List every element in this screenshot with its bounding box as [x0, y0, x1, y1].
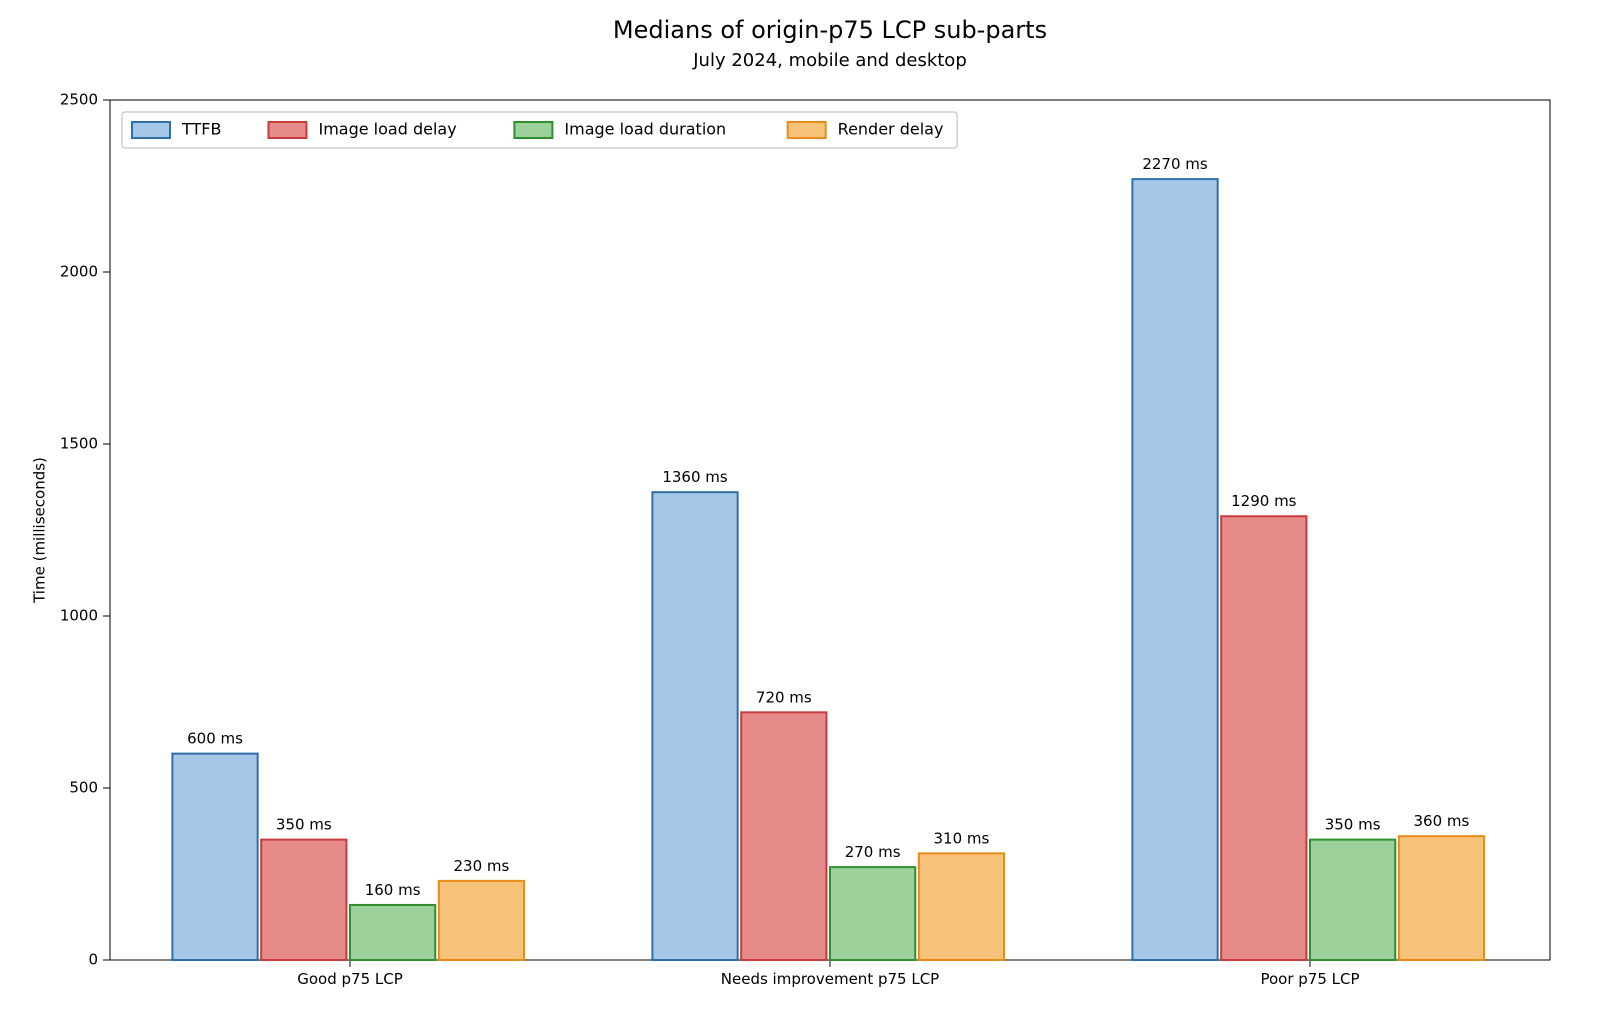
- bar-value-label: 1360 ms: [662, 468, 728, 486]
- bar: [1221, 516, 1306, 960]
- bar: [919, 853, 1004, 960]
- bar: [741, 712, 826, 960]
- bar-value-label: 600 ms: [187, 730, 243, 748]
- bar-value-label: 1290 ms: [1231, 492, 1297, 510]
- chart-title: Medians of origin-p75 LCP sub-parts: [613, 16, 1047, 44]
- bar-value-label: 160 ms: [365, 881, 421, 899]
- legend: TTFB Image load delay Image load duration R…: [122, 112, 957, 148]
- legend-swatch: [132, 122, 170, 138]
- x-tick-label: Poor p75 LCP: [1260, 970, 1359, 988]
- bar-value-label: 270 ms: [845, 843, 901, 861]
- x-tick-label: Needs improvement p75 LCP: [721, 970, 939, 988]
- bar: [261, 840, 346, 960]
- legend-label: Image load duration: [564, 120, 726, 139]
- bar-value-label: 350 ms: [1325, 816, 1381, 834]
- bar-value-label: 350 ms: [276, 816, 332, 834]
- bar-value-label: 2270 ms: [1142, 155, 1208, 173]
- bar: [350, 905, 435, 960]
- y-tick-label: 2000: [60, 263, 98, 281]
- legend-swatch: [268, 122, 306, 138]
- y-tick-label: 500: [69, 779, 98, 797]
- legend-swatch: [788, 122, 826, 138]
- bar-value-label: 230 ms: [454, 857, 510, 875]
- legend-label: TTFB: [181, 120, 221, 139]
- y-axis-label: Time (milliseconds): [31, 457, 49, 604]
- chart-subtitle: July 2024, mobile and desktop: [692, 50, 967, 71]
- bar: [1310, 840, 1395, 960]
- chart-container: 0 500 1000 1500 2000 2500 Time (milliseconds) G…: [0, 0, 1600, 1032]
- y-tick-label: 2500: [60, 91, 98, 109]
- bar-value-label: 310 ms: [934, 829, 990, 847]
- legend-swatch: [514, 122, 552, 138]
- bar: [1399, 836, 1484, 960]
- bar: [830, 867, 915, 960]
- bar: [652, 492, 737, 960]
- bar: [1132, 179, 1217, 960]
- y-tick-label: 1500: [60, 435, 98, 453]
- x-tick-label: Good p75 LCP: [297, 970, 403, 988]
- bar-value-label: 360 ms: [1414, 812, 1470, 830]
- chart-svg: 0 500 1000 1500 2000 2500 Time (milliseconds) G…: [0, 0, 1600, 1032]
- bar: [172, 754, 257, 960]
- bar: [439, 881, 524, 960]
- legend-label: Render delay: [838, 120, 944, 139]
- y-tick-label: 0: [88, 951, 98, 969]
- bar-value-label: 720 ms: [756, 688, 812, 706]
- y-tick-label: 1000: [60, 607, 98, 625]
- legend-label: Image load delay: [318, 120, 456, 139]
